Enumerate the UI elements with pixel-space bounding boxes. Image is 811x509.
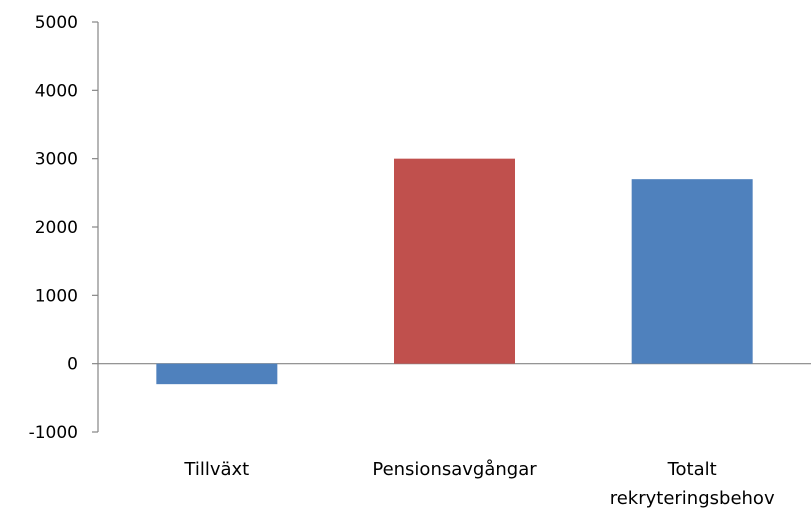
bar [156, 363, 278, 385]
bar [631, 179, 753, 364]
y-tick-label: 5000 [35, 13, 78, 33]
x-category-label: rekryteringsbehov [610, 488, 775, 509]
labels: 5000 4000 3000 2000 1000 0 -1000 Tillväxt Pensio… [29, 13, 775, 509]
x-category-label: Pensionsavgångar [372, 459, 537, 480]
y-tick-label: 1000 [35, 286, 78, 306]
bar [394, 158, 515, 364]
bars [156, 158, 753, 385]
x-category-label: Tillväxt [183, 459, 249, 480]
x-category-label: Totalt [667, 459, 717, 480]
y-tick-label: 4000 [35, 81, 78, 101]
y-tick-label: 3000 [35, 150, 78, 170]
y-tick-label: -1000 [29, 423, 78, 443]
y-tick-label: 2000 [35, 218, 78, 238]
y-tick-label: 0 [67, 355, 78, 375]
